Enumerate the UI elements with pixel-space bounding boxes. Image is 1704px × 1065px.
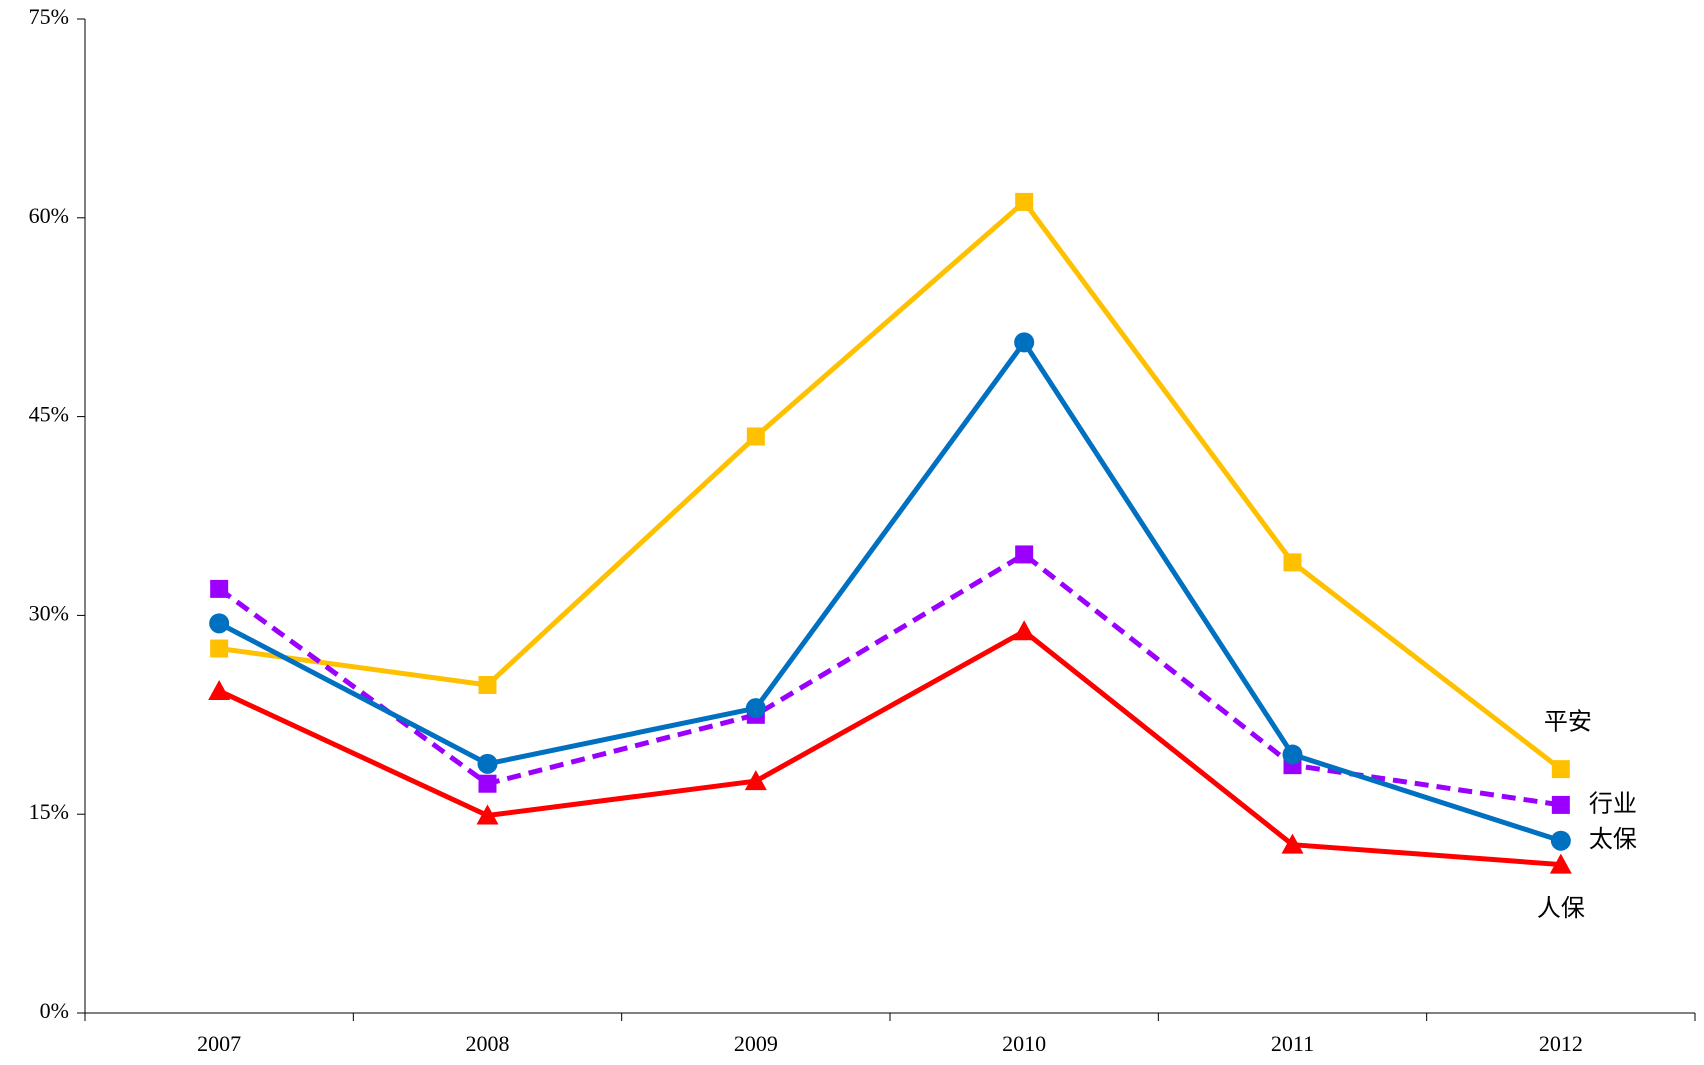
marker [1015,545,1034,564]
y-tick-label: 15% [29,799,69,824]
marker [476,804,499,825]
marker [744,770,767,791]
y-tick-label: 60% [29,203,69,228]
x-tick-label: 2012 [1539,1031,1583,1056]
marker [1014,332,1035,353]
marker [1550,830,1571,851]
marker [478,774,497,793]
marker [1551,760,1570,779]
marker [477,753,498,774]
marker [208,679,231,700]
y-tick-label: 30% [29,600,69,625]
marker [1282,744,1303,765]
series-line [218,628,1562,868]
marker [1015,192,1034,211]
x-tick-label: 2010 [1002,1031,1046,1056]
marker [746,427,765,446]
marker [478,675,497,694]
marker [210,639,229,658]
series-label: 平安 [1544,708,1592,735]
marker [1283,553,1302,572]
x-tick-label: 2009 [734,1031,778,1056]
series-line [218,339,1562,844]
y-tick-label: 45% [29,402,69,427]
series-label: 人保 [1537,895,1585,922]
series-line [218,199,1563,772]
series-label: 行业 [1589,790,1637,817]
marker [745,698,766,719]
marker [209,613,230,634]
marker [210,579,229,598]
series-line [217,551,1562,808]
marker [1013,620,1036,641]
x-tick-label: 2007 [197,1031,241,1056]
x-tick-label: 2011 [1271,1031,1314,1056]
marker [1549,853,1572,874]
y-tick-label: 0% [40,998,69,1023]
y-tick-label: 75% [29,4,69,29]
marker [1551,795,1570,814]
x-tick-label: 2008 [466,1031,510,1056]
marker [1281,833,1304,854]
series-label: 太保 [1589,826,1637,853]
